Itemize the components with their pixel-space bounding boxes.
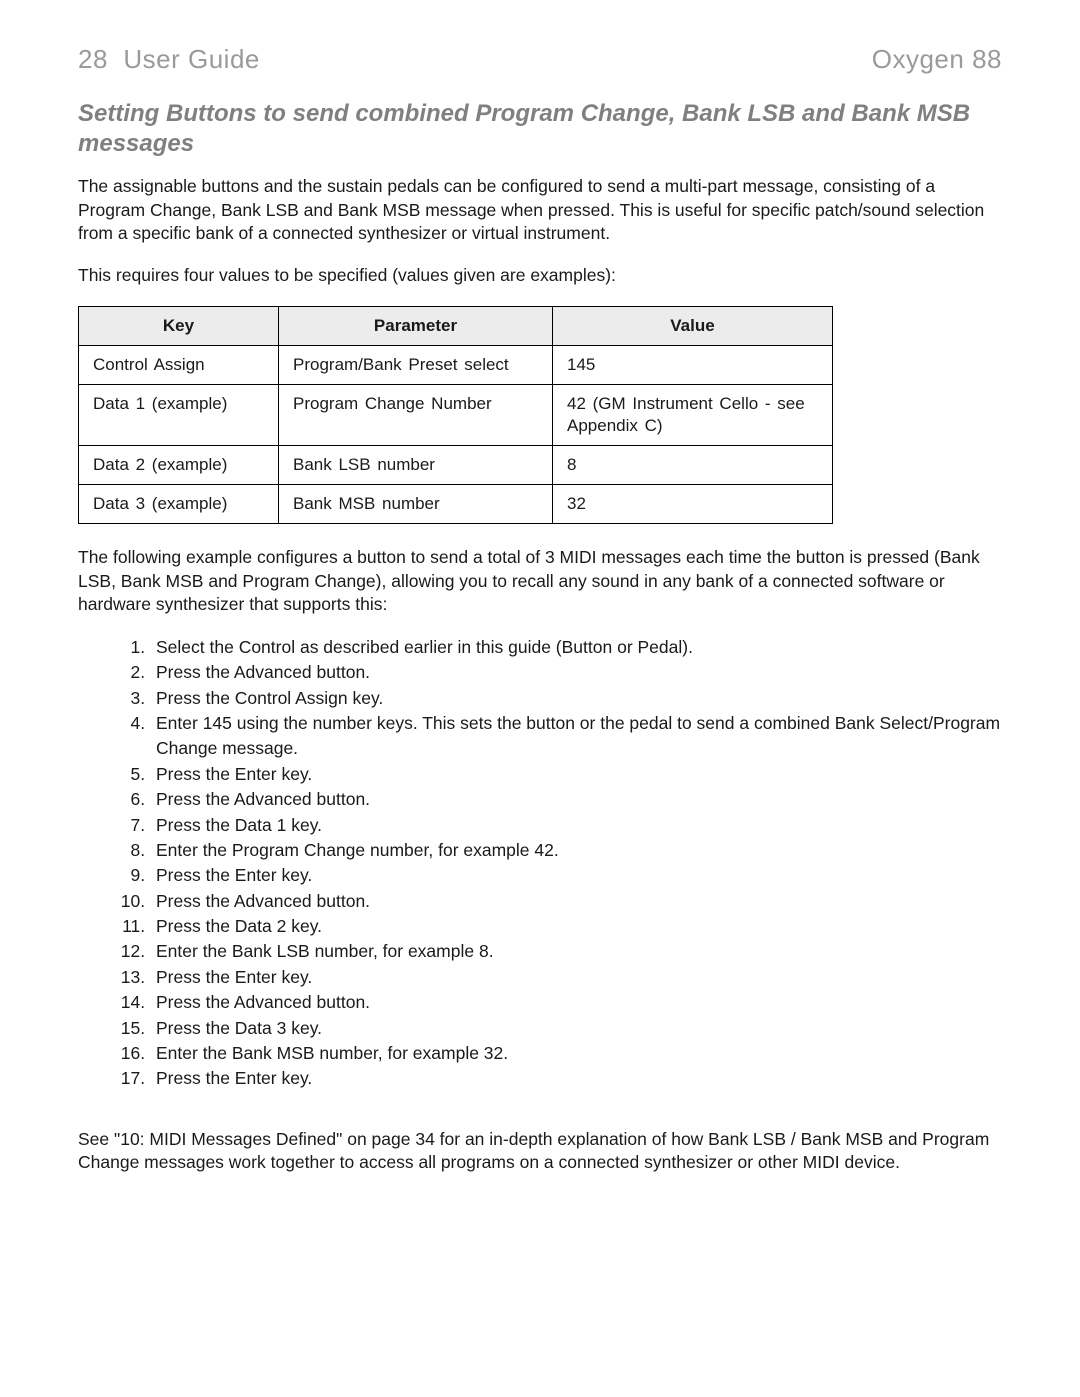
parameter-table-wrapper: Key Parameter Value Control Assign Progr… bbox=[78, 306, 1002, 525]
section-title: Setting Buttons to send combined Program… bbox=[78, 99, 978, 159]
table-header-cell: Parameter bbox=[279, 306, 553, 345]
table-cell: 42 (GM Instrument Cello - see Appendix C… bbox=[553, 384, 833, 445]
table-cell: Control Assign bbox=[79, 345, 279, 384]
list-item: Select the Control as described earlier … bbox=[150, 635, 1002, 660]
table-row: Data 1 (example) Program Change Number 4… bbox=[79, 384, 833, 445]
table-row: Data 3 (example) Bank MSB number 32 bbox=[79, 484, 833, 523]
table-cell: Bank MSB number bbox=[279, 484, 553, 523]
list-item: Press the Data 3 key. bbox=[150, 1016, 1002, 1041]
table-row: Data 2 (example) Bank LSB number 8 bbox=[79, 445, 833, 484]
list-item: Press the Advanced button. bbox=[150, 787, 1002, 812]
table-header-cell: Value bbox=[553, 306, 833, 345]
table-cell: Program/Bank Preset select bbox=[279, 345, 553, 384]
list-item: Press the Advanced button. bbox=[150, 990, 1002, 1015]
list-item: Press the Advanced button. bbox=[150, 889, 1002, 914]
parameter-table: Key Parameter Value Control Assign Progr… bbox=[78, 306, 833, 525]
header-left-text: User Guide bbox=[123, 44, 260, 74]
list-item: Enter 145 using the number keys. This se… bbox=[150, 711, 1002, 762]
table-cell: Bank LSB number bbox=[279, 445, 553, 484]
table-cell: Program Change Number bbox=[279, 384, 553, 445]
table-header-cell: Key bbox=[79, 306, 279, 345]
page-number: 28 bbox=[78, 44, 108, 74]
table-cell: Data 1 (example) bbox=[79, 384, 279, 445]
table-header-row: Key Parameter Value bbox=[79, 306, 833, 345]
paragraph-requires: This requires four values to be specifie… bbox=[78, 264, 1002, 288]
paragraph-seealso: See "10: MIDI Messages Defined" on page … bbox=[78, 1128, 1002, 1175]
list-item: Press the Control Assign key. bbox=[150, 686, 1002, 711]
list-item: Enter the Program Change number, for exa… bbox=[150, 838, 1002, 863]
document-page: 28 User Guide Oxygen 88 Setting Buttons … bbox=[0, 0, 1080, 1397]
table-cell: Data 2 (example) bbox=[79, 445, 279, 484]
list-item: Press the Advanced button. bbox=[150, 660, 1002, 685]
table-cell: 8 bbox=[553, 445, 833, 484]
list-item: Enter the Bank MSB number, for example 3… bbox=[150, 1041, 1002, 1066]
list-item: Press the Data 1 key. bbox=[150, 813, 1002, 838]
paragraph-intro: The assignable buttons and the sustain p… bbox=[78, 175, 1002, 246]
table-cell: Data 3 (example) bbox=[79, 484, 279, 523]
steps-list: Select the Control as described earlier … bbox=[78, 635, 1002, 1092]
table-row: Control Assign Program/Bank Preset selec… bbox=[79, 345, 833, 384]
page-header: 28 User Guide Oxygen 88 bbox=[78, 44, 1002, 75]
header-left: 28 User Guide bbox=[78, 44, 260, 75]
table-cell: 145 bbox=[553, 345, 833, 384]
list-item: Press the Enter key. bbox=[150, 863, 1002, 888]
list-item: Press the Data 2 key. bbox=[150, 914, 1002, 939]
list-item: Press the Enter key. bbox=[150, 1066, 1002, 1091]
list-item: Press the Enter key. bbox=[150, 762, 1002, 787]
list-item: Press the Enter key. bbox=[150, 965, 1002, 990]
header-right: Oxygen 88 bbox=[872, 44, 1002, 75]
table-cell: 32 bbox=[553, 484, 833, 523]
list-item: Enter the Bank LSB number, for example 8… bbox=[150, 939, 1002, 964]
paragraph-example: The following example configures a butto… bbox=[78, 546, 1002, 617]
